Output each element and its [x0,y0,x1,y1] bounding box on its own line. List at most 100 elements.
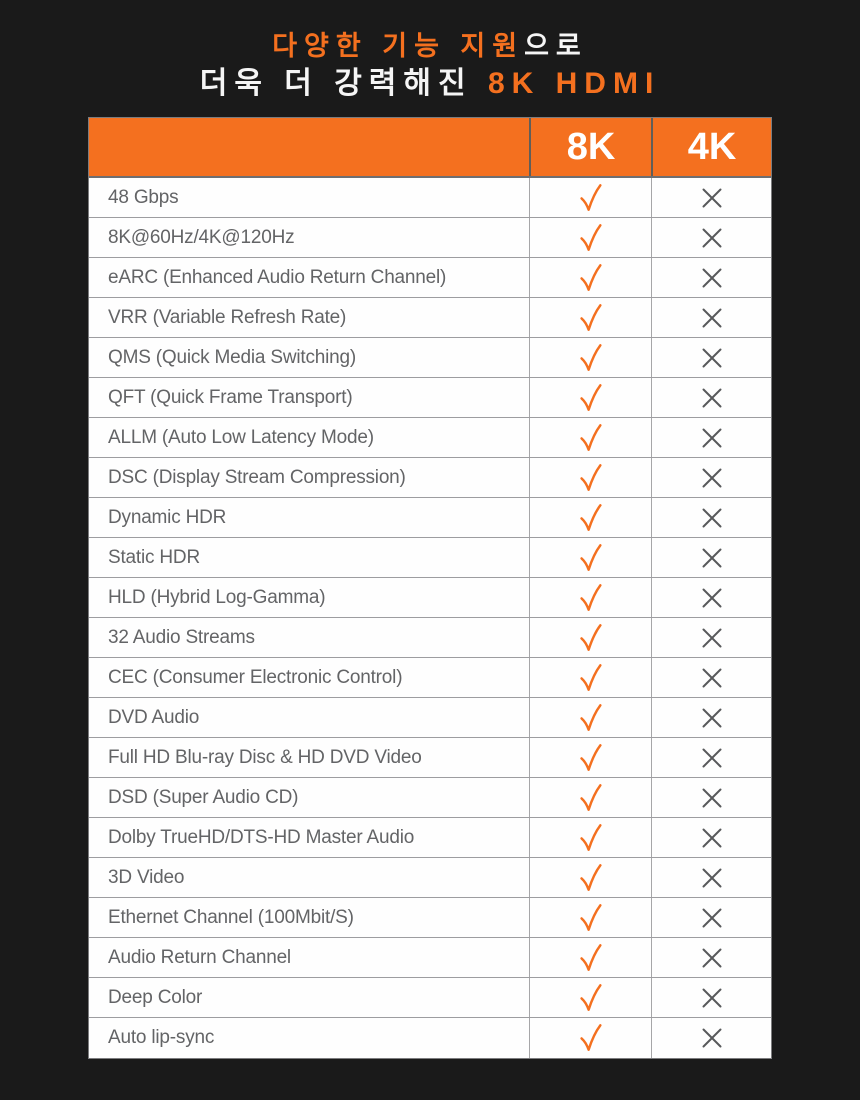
support-8k-cell [529,938,651,977]
feature-label: QFT (Quick Frame Transport) [108,386,353,408]
support-4k-cell [651,538,771,577]
table-row: Full HD Blu-ray Disc & HD DVD Video [89,738,771,778]
support-4k-cell [651,218,771,257]
support-4k-cell [651,858,771,897]
table-row: VRR (Variable Refresh Rate) [89,298,771,338]
x-icon [701,707,723,729]
feature-label: ALLM (Auto Low Latency Mode) [108,426,374,448]
check-icon [578,262,603,294]
table-header-row: 8K 4K [89,118,771,178]
check-icon [578,782,603,814]
check-icon [578,342,603,374]
support-8k-cell [529,458,651,497]
check-icon [578,582,603,614]
support-8k-cell [529,818,651,857]
table-row: DSD (Super Audio CD) [89,778,771,818]
table-row: Dolby TrueHD/DTS-HD Master Audio [89,818,771,858]
check-icon [578,382,603,414]
check-icon [578,942,603,974]
check-icon [578,902,603,934]
check-icon [578,742,603,774]
support-4k-cell [651,738,771,777]
table-row: Deep Color [89,978,771,1018]
support-8k-cell [529,338,651,377]
x-icon [701,347,723,369]
x-icon [701,1027,723,1049]
support-8k-cell [529,378,651,417]
support-8k-cell [529,498,651,537]
title-line-2: 더욱 더 강력해진 8K HDMI [0,67,860,102]
x-icon [701,187,723,209]
table-row: Auto lip-sync [89,1018,771,1058]
check-icon [578,302,603,334]
check-icon [578,622,603,654]
check-icon [578,222,603,254]
x-icon [701,787,723,809]
page-title: 다양한 기능 지원으로 더욱 더 강력해진 8K HDMI [0,31,860,102]
check-icon [578,982,603,1014]
support-4k-cell [651,178,771,217]
support-4k-cell [651,418,771,457]
support-4k-cell [651,698,771,737]
feature-label: Dolby TrueHD/DTS-HD Master Audio [108,826,415,848]
x-icon [701,667,723,689]
feature-label: 3D Video [108,866,185,888]
x-icon [701,227,723,249]
support-4k-cell [651,938,771,977]
support-8k-cell [529,1018,651,1058]
x-icon [701,467,723,489]
x-icon [701,387,723,409]
support-8k-cell [529,698,651,737]
feature-label: Full HD Blu-ray Disc & HD DVD Video [108,746,422,768]
feature-label: 8K@60Hz/4K@120Hz [108,226,295,248]
check-icon [578,542,603,574]
table-row: CEC (Consumer Electronic Control) [89,658,771,698]
feature-label: QMS (Quick Media Switching) [108,346,357,368]
support-4k-cell [651,298,771,337]
support-4k-cell [651,1018,771,1058]
title-line-1: 다양한 기능 지원으로 [0,31,860,62]
table-row: eARC (Enhanced Audio Return Channel) [89,258,771,298]
support-4k-cell [651,978,771,1017]
x-icon [701,987,723,1009]
feature-label: Dynamic HDR [108,506,227,528]
table-row: QFT (Quick Frame Transport) [89,378,771,418]
table-row: QMS (Quick Media Switching) [89,338,771,378]
table-row: Dynamic HDR [89,498,771,538]
support-8k-cell [529,978,651,1017]
support-4k-cell [651,818,771,857]
table-row: 48 Gbps [89,178,771,218]
feature-label: VRR (Variable Refresh Rate) [108,306,347,328]
header-feature-cell [89,118,529,176]
table-row: 8K@60Hz/4K@120Hz [89,218,771,258]
feature-table-body: 48 Gbps [89,178,771,1058]
table-row: ALLM (Auto Low Latency Mode) [89,418,771,458]
feature-label: CEC (Consumer Electronic Control) [108,666,403,688]
support-8k-cell [529,618,651,657]
support-8k-cell [529,538,651,577]
x-icon [701,907,723,929]
support-8k-cell [529,258,651,297]
x-icon [701,427,723,449]
feature-label: DSC (Display Stream Compression) [108,466,406,488]
check-icon [578,182,603,214]
table-row: Audio Return Channel [89,938,771,978]
support-8k-cell [529,778,651,817]
feature-label: DVD Audio [108,706,200,728]
support-8k-cell [529,578,651,617]
table-row: 3D Video [89,858,771,898]
support-4k-cell [651,658,771,697]
comparison-table: 8K 4K 48 Gbps [88,117,772,1059]
x-icon [701,747,723,769]
check-icon [578,462,603,494]
support-4k-cell [651,378,771,417]
x-icon [701,307,723,329]
support-4k-cell [651,338,771,377]
feature-label: Deep Color [108,986,203,1008]
feature-label: HLD (Hybrid Log-Gamma) [108,586,326,608]
title-line1-orange-text: 다양한 기능 지원 [272,31,525,61]
x-icon [701,947,723,969]
support-4k-cell [651,578,771,617]
support-4k-cell [651,498,771,537]
